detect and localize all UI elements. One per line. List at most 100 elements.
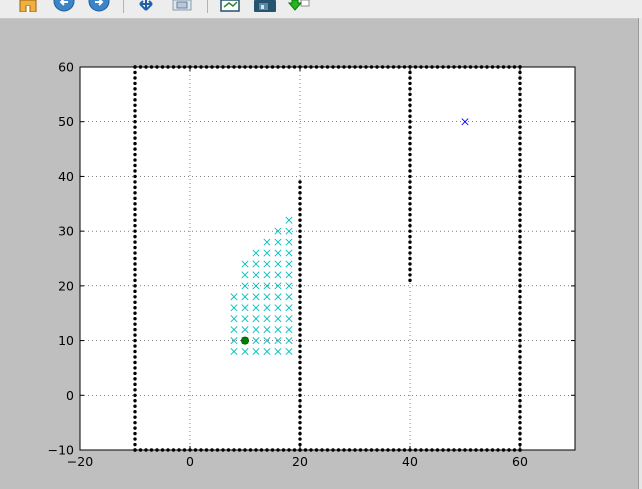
obstacle-point xyxy=(133,431,137,436)
obstacle-point xyxy=(518,130,522,135)
obstacle-point xyxy=(518,70,522,75)
obstacle-point xyxy=(518,223,522,228)
explored-point xyxy=(285,337,293,345)
obstacle-point xyxy=(518,98,522,102)
obstacle-point xyxy=(133,284,137,288)
explored-point xyxy=(263,238,271,246)
explored-point xyxy=(252,249,260,257)
subplots-button[interactable] xyxy=(219,0,241,12)
obstacle-point xyxy=(133,87,137,91)
obstacle-point xyxy=(298,404,302,408)
obstacle-point xyxy=(133,152,137,157)
obstacle-point xyxy=(518,399,522,403)
explored-point xyxy=(274,238,282,246)
obstacle-point xyxy=(408,81,412,86)
explored-point xyxy=(274,337,282,345)
zoom-button[interactable] xyxy=(170,0,194,12)
obstacle-point xyxy=(518,174,522,179)
obstacle-point xyxy=(298,251,302,255)
obstacle-series xyxy=(133,65,522,452)
obstacle-point xyxy=(133,410,137,414)
explored-point xyxy=(263,271,271,279)
explored-point xyxy=(252,304,260,312)
obstacle-point xyxy=(408,125,412,129)
obstacle-point xyxy=(298,218,302,222)
obstacle-point xyxy=(133,229,137,233)
obstacle-point xyxy=(298,371,302,376)
obstacle-point xyxy=(518,158,522,162)
back-button[interactable] xyxy=(53,0,75,12)
obstacle-point xyxy=(518,169,522,173)
obstacle-point xyxy=(518,338,522,343)
obstacle-point xyxy=(298,240,302,244)
obstacle-point xyxy=(133,163,137,168)
explored-point xyxy=(274,293,282,301)
explored-point xyxy=(274,271,282,279)
obstacle-point xyxy=(408,147,412,151)
obstacle-point xyxy=(133,415,137,419)
obstacle-point xyxy=(518,196,522,201)
obstacle-point xyxy=(518,76,522,80)
explored-point xyxy=(230,326,238,334)
obstacle-point xyxy=(518,306,522,310)
obstacle-point xyxy=(408,180,412,184)
obstacle-point xyxy=(133,404,137,408)
obstacle-point xyxy=(518,284,522,288)
obstacle-point xyxy=(408,103,412,108)
edit-button[interactable] xyxy=(288,0,310,12)
obstacle-point xyxy=(133,70,137,75)
obstacle-point xyxy=(518,382,522,387)
y-tick-label: 30 xyxy=(58,224,74,239)
obstacle-point xyxy=(133,251,137,255)
forward-button[interactable] xyxy=(88,0,110,12)
explored-point xyxy=(230,304,238,312)
obstacle-point xyxy=(518,240,522,244)
obstacle-point xyxy=(518,136,522,140)
obstacle-point xyxy=(518,141,522,146)
obstacle-point xyxy=(133,355,137,359)
obstacle-point xyxy=(298,410,302,414)
obstacle-point xyxy=(133,103,137,108)
explored-point xyxy=(285,293,293,301)
obstacle-point xyxy=(298,333,302,337)
obstacle-point xyxy=(518,366,522,370)
obstacle-point xyxy=(518,300,522,304)
obstacle-point xyxy=(518,371,522,376)
obstacle-point xyxy=(518,120,522,124)
obstacle-point xyxy=(298,256,302,261)
pan-button[interactable] xyxy=(135,0,157,12)
obstacle-point xyxy=(518,344,522,348)
obstacle-point xyxy=(133,114,137,118)
obstacle-point xyxy=(133,92,137,97)
x-tick-label: 40 xyxy=(402,454,418,469)
obstacle-point xyxy=(133,98,137,102)
obstacle-point xyxy=(518,322,522,326)
obstacle-point xyxy=(518,355,522,359)
explored-point xyxy=(252,337,260,345)
obstacle-point xyxy=(518,426,522,430)
obstacle-point xyxy=(518,180,522,184)
obstacle-point xyxy=(298,267,302,272)
explored-point xyxy=(263,293,271,301)
home-button[interactable] xyxy=(18,0,38,12)
obstacle-point xyxy=(518,185,522,190)
obstacle-point xyxy=(133,289,137,294)
save-button[interactable] xyxy=(253,0,277,12)
obstacle-point xyxy=(518,295,522,299)
obstacle-point xyxy=(518,311,522,315)
explored-point xyxy=(263,249,271,257)
obstacle-point xyxy=(133,333,137,337)
obstacle-point xyxy=(298,338,302,343)
toolbar xyxy=(0,0,642,19)
obstacle-point xyxy=(518,109,522,113)
obstacle-point xyxy=(133,300,137,304)
obstacle-point xyxy=(518,163,522,168)
obstacle-point xyxy=(133,377,137,381)
explored-series xyxy=(230,216,293,356)
obstacle-point xyxy=(298,300,302,304)
obstacle-point xyxy=(133,388,137,392)
obstacle-point xyxy=(133,311,137,315)
obstacle-point xyxy=(408,174,412,179)
explored-point xyxy=(263,337,271,345)
obstacle-point xyxy=(518,147,522,151)
